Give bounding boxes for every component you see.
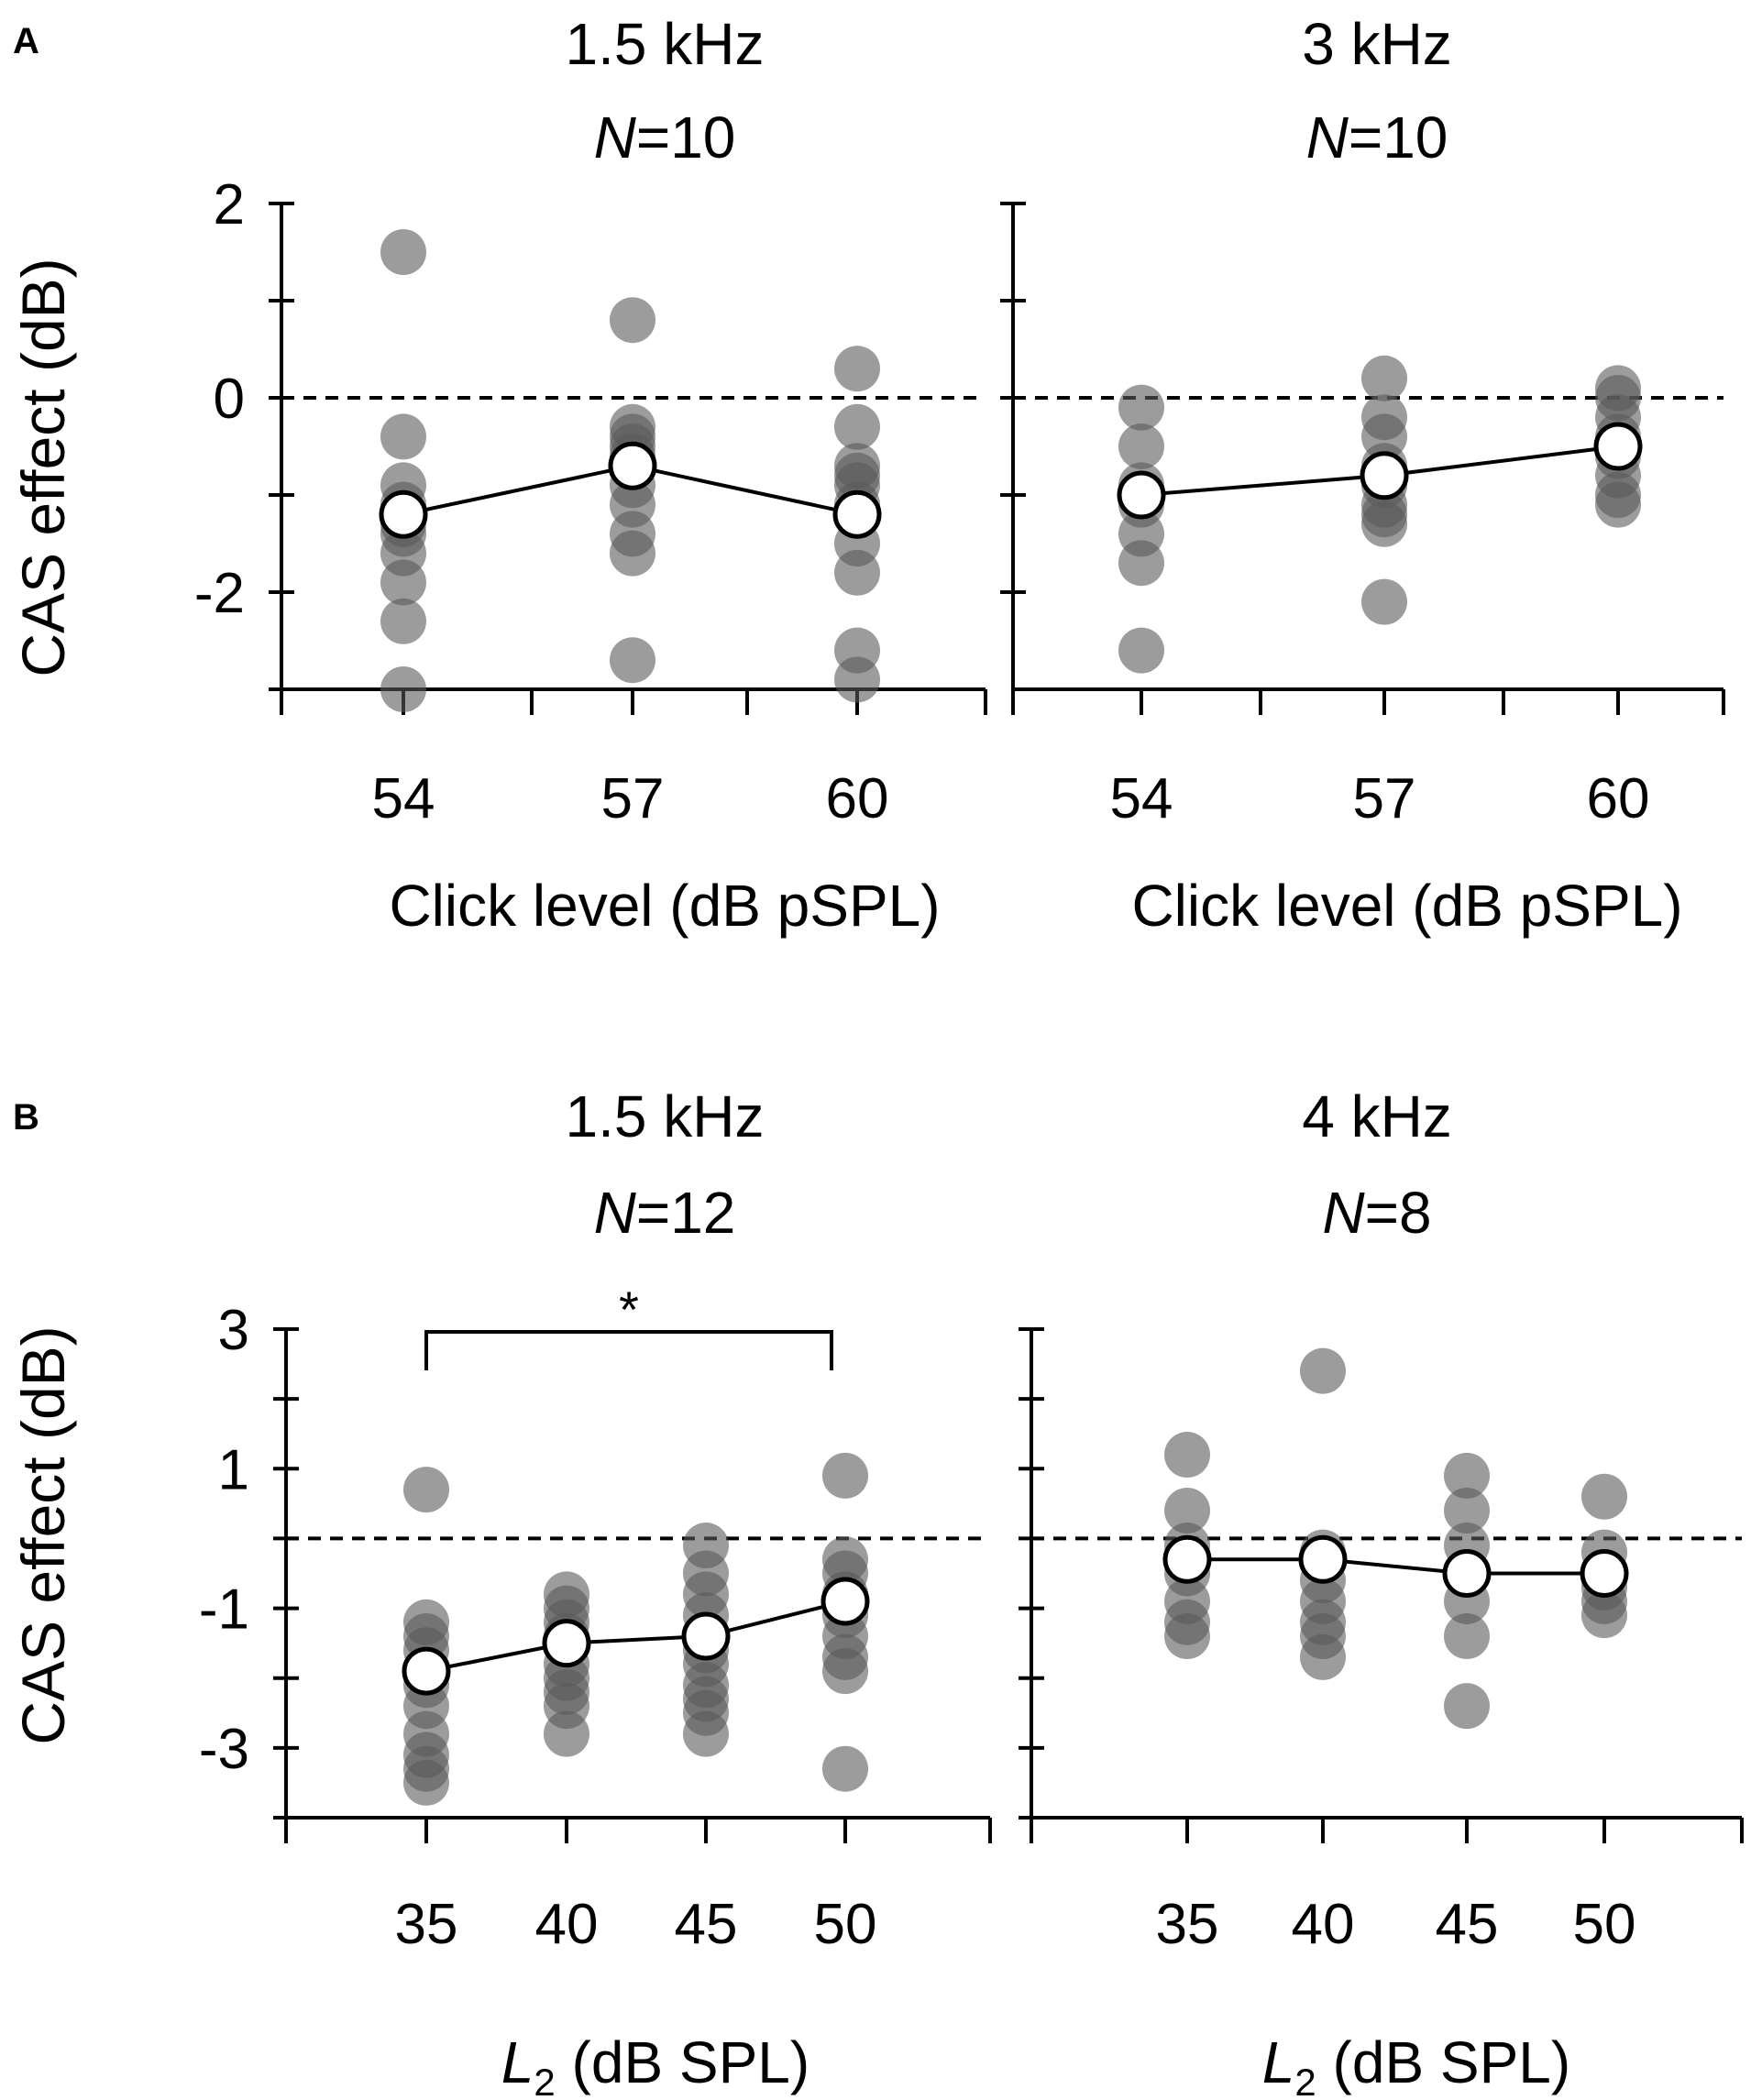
individual-data-point [403,1759,449,1806]
y-tick-label: 0 [214,368,245,431]
mean-data-point [681,1611,731,1661]
y-axis-label: CAS effect (dB) [9,1325,77,1744]
individual-data-point [1118,423,1164,469]
y-tick-label: -1 [199,1578,249,1642]
chart-n-label: N=8 [1322,1180,1431,1246]
chart-n-label: N=12 [594,1180,736,1246]
individual-data-point [1361,500,1407,547]
individual-data-point [1118,540,1164,587]
individual-data-point [834,549,880,596]
individual-data-point [1164,1432,1210,1479]
mean-data-point [1360,451,1409,500]
x-tick-label: 57 [1353,767,1416,830]
significance-bracket [424,1330,833,1370]
chart-panel-b-4khz: 4 kHz N=8 L2 (dB SPL) 35 40 45 50 [1019,1083,1744,2100]
x-axis-label: L2 (dB SPL) [501,2029,809,2100]
individual-data-point [834,403,880,450]
individual-data-point [1361,578,1407,625]
mean-data-point [832,489,882,539]
individual-data-point [1595,481,1641,528]
individual-data-point [1118,384,1164,431]
significance-star: * [619,1281,639,1338]
individual-data-point [1300,1633,1346,1680]
mean-data-point [1580,1549,1629,1598]
y-tick-label: 2 [214,173,245,236]
y-axis-label: CAS effect (dB) [9,258,77,676]
chart-n-label: N=10 [594,104,736,170]
individual-data-point [834,656,880,703]
mean-data-point [1442,1549,1492,1598]
individual-data-point [1361,355,1407,401]
x-tick-label: 50 [814,1893,877,1956]
x-tick-label: 45 [675,1893,738,1956]
x-tick-label: 54 [372,767,435,830]
individual-data-point [380,559,426,606]
y-tick-label: 3 [218,1299,249,1362]
individual-data-point [1118,627,1164,674]
chart-panel-a-3khz: 3 kHz N=10 Click level (dB pSPL) 54 57 60 [1000,11,1725,939]
x-tick-label: 57 [601,767,665,830]
x-tick-label: 35 [395,1893,458,1956]
mean-data-point [402,1646,451,1696]
individual-data-point [610,297,655,344]
mean-line [1187,1557,1604,1576]
mean-data-point [820,1577,870,1626]
individual-data-point [380,598,426,644]
individual-data-point [380,229,426,275]
mean-data-point [1162,1534,1212,1584]
individual-data-point [610,637,655,684]
individual-data-point [1581,1592,1627,1639]
y-tick-label: -3 [199,1718,249,1781]
chart-title: 1.5 kHz [566,1083,765,1149]
mean-data-point [608,441,657,490]
mean-data-point [1593,422,1643,471]
individual-data-point [1444,1613,1490,1660]
individual-data-point [1444,1452,1490,1499]
individual-data-point [380,666,426,712]
individual-data-point [1164,1613,1210,1660]
x-axis-label: Click level (dB pSPL) [1131,873,1682,939]
individual-data-point [380,413,426,460]
individual-data-point [834,346,880,392]
x-tick-label: 40 [535,1893,599,1956]
chart-title: 1.5 kHz [566,11,765,77]
individual-data-point [1444,1683,1490,1730]
x-tick-label: 54 [1110,767,1173,830]
individual-data-point [822,1648,868,1695]
y-tick-label: -2 [194,562,245,625]
individual-data-point [1581,1473,1627,1520]
x-axis-label: L2 (dB SPL) [1262,2029,1570,2100]
individual-data-point [1300,1347,1346,1394]
x-axis-label: Click level (dB pSPL) [389,873,940,939]
individual-data-point [822,1745,868,1792]
individual-data-point [544,1710,589,1757]
mean-data-point [542,1619,591,1668]
chart-panel-b-1-5khz: 1.5 kHz N=12 CAS effect (dB) L2 (dB SPL)… [9,1083,992,2100]
mean-line [425,1600,846,1674]
x-tick-label: 35 [1156,1893,1219,1956]
chart-panel-a-1-5khz: 1.5 kHz N=10 CAS effect (dB) Click level… [9,11,987,939]
individual-data-point [1444,1487,1490,1534]
individual-data-point [1164,1487,1210,1534]
x-tick-label: 40 [1292,1893,1355,1956]
x-tick-label: 50 [1573,1893,1636,1956]
individual-data-point [822,1452,868,1499]
individual-data-point [610,530,655,577]
x-tick-label: 45 [1436,1893,1499,1956]
mean-data-point [1117,470,1166,520]
chart-n-label: N=10 [1306,104,1448,170]
chart-title: 4 kHz [1302,1083,1452,1149]
panel-label-a: A [13,21,39,61]
mean-data-point [379,489,428,539]
x-tick-label: 60 [826,767,889,830]
panel-label-b: B [13,1097,39,1138]
individual-data-point [403,1467,449,1513]
y-tick-label: 1 [218,1438,249,1501]
chart-title: 3 kHz [1302,11,1452,77]
mean-data-point [1298,1534,1348,1584]
individual-data-point [683,1710,729,1757]
x-tick-label: 60 [1587,767,1650,830]
